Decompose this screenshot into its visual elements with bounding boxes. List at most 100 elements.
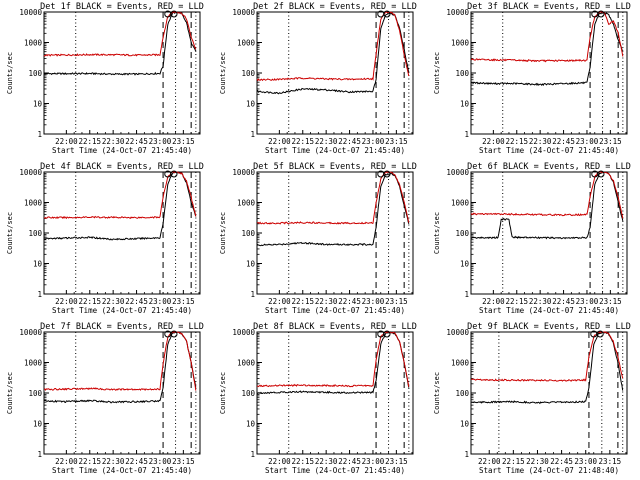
x-tick-label: 22:45 bbox=[550, 457, 573, 466]
panel-title: Det 5f BLACK = Events, RED = LLD bbox=[253, 162, 417, 172]
plot-frame bbox=[470, 171, 628, 295]
y-tick-label: 10000 bbox=[232, 168, 255, 177]
y-axis-label: Counts/sec bbox=[219, 212, 227, 254]
x-axis-label: Start Time (24-Oct-07 21:48:40) bbox=[479, 466, 619, 475]
events-series-line bbox=[471, 331, 624, 405]
y-tick-label: 10 bbox=[460, 420, 470, 429]
lld-series-line bbox=[470, 171, 624, 219]
events-series-line bbox=[470, 171, 624, 240]
peak-marker bbox=[383, 330, 391, 338]
y-axis-label: Counts/sec bbox=[433, 212, 441, 254]
x-tick-label: 22:00 bbox=[268, 137, 291, 146]
x-tick-label: 22:30 bbox=[102, 457, 125, 466]
x-tick-label: 22:30 bbox=[526, 457, 549, 466]
x-tick-label: 22:00 bbox=[268, 457, 291, 466]
x-tick-label: 23:15 bbox=[172, 297, 195, 306]
y-tick-label: 1000 bbox=[237, 39, 256, 48]
x-tick-label: 23:15 bbox=[599, 137, 622, 146]
x-tick-label: 22:45 bbox=[338, 137, 361, 146]
x-tick-label: 22:45 bbox=[125, 297, 148, 306]
lld-series-line bbox=[43, 331, 197, 391]
y-tick-label: 100 bbox=[28, 69, 42, 78]
y-tick-label: 100 bbox=[28, 389, 42, 398]
y-tick-label: 1000 bbox=[24, 199, 43, 208]
y-tick-label: 100 bbox=[455, 389, 469, 398]
y-axis-label: Counts/sec bbox=[6, 52, 14, 94]
panel-title: Det 1f BLACK = Events, RED = LLD bbox=[40, 2, 204, 12]
x-tick-label: 22:15 bbox=[78, 297, 101, 306]
x-tick-label: 22:30 bbox=[529, 297, 552, 306]
x-tick-label: 22:45 bbox=[125, 137, 148, 146]
x-tick-label: 23:00 bbox=[574, 457, 597, 466]
events-series-line bbox=[256, 12, 410, 95]
x-tick-label: 23:00 bbox=[576, 297, 599, 306]
plot-frame bbox=[470, 11, 628, 135]
peak-marker bbox=[597, 170, 605, 178]
y-tick-label: 100 bbox=[241, 229, 255, 238]
x-tick-label: 22:00 bbox=[478, 457, 501, 466]
y-tick-label: 1 bbox=[37, 450, 42, 459]
x-tick-label: 22:45 bbox=[552, 137, 575, 146]
x-tick-label: 23:00 bbox=[362, 297, 385, 306]
y-tick-label: 1 bbox=[250, 450, 255, 459]
x-tick-label: 22:00 bbox=[268, 297, 291, 306]
peak-marker bbox=[383, 170, 391, 178]
x-tick-label: 22:15 bbox=[505, 137, 528, 146]
y-tick-label: 10000 bbox=[446, 168, 469, 177]
y-tick-label: 1 bbox=[250, 290, 255, 299]
y-tick-label: 10 bbox=[460, 100, 470, 109]
y-tick-label: 10 bbox=[246, 260, 256, 269]
events-series-line bbox=[43, 171, 197, 241]
y-axis-label: Counts/sec bbox=[219, 372, 227, 414]
events-series-line bbox=[43, 331, 197, 404]
x-axis-label: Start Time (24-Oct-07 21:45:40) bbox=[52, 306, 192, 315]
y-tick-label: 1 bbox=[464, 450, 469, 459]
peak-marker bbox=[383, 10, 391, 18]
lld-series-line bbox=[43, 171, 197, 220]
y-tick-label: 1000 bbox=[451, 199, 470, 208]
y-tick-label: 1000 bbox=[24, 39, 43, 48]
x-tick-label: 23:15 bbox=[385, 137, 408, 146]
x-tick-label: 22:45 bbox=[338, 297, 361, 306]
peak-marker bbox=[170, 10, 178, 18]
y-tick-label: 1000 bbox=[451, 39, 470, 48]
x-tick-label: 23:00 bbox=[362, 137, 385, 146]
y-tick-label: 10 bbox=[33, 420, 43, 429]
x-axis-label: Start Time (24-Oct-07 21:45:40) bbox=[479, 306, 619, 315]
peak-marker bbox=[597, 10, 605, 18]
x-tick-label: 22:45 bbox=[125, 457, 148, 466]
y-axis-label: Counts/sec bbox=[6, 212, 14, 254]
x-tick-label: 22:15 bbox=[505, 297, 528, 306]
y-axis-label: Counts/sec bbox=[433, 372, 441, 414]
x-axis-label: Start Time (24-Oct-07 21:45:40) bbox=[265, 146, 405, 155]
x-tick-label: 23:15 bbox=[172, 137, 195, 146]
y-tick-label: 100 bbox=[455, 229, 469, 238]
detector-panel: Det 6f BLACK = Events, RED = LLD 1 10 100 10… bbox=[433, 162, 631, 315]
y-tick-label: 10 bbox=[33, 100, 43, 109]
events-series-line bbox=[256, 172, 410, 247]
lld-series-line bbox=[470, 11, 624, 63]
x-tick-label: 22:30 bbox=[315, 297, 338, 306]
x-tick-label: 23:00 bbox=[362, 457, 385, 466]
x-tick-label: 22:15 bbox=[291, 137, 314, 146]
peak-marker bbox=[170, 330, 178, 338]
panel-title: Det 4f BLACK = Events, RED = LLD bbox=[40, 162, 204, 172]
x-tick-label: 22:30 bbox=[315, 137, 338, 146]
y-tick-label: 1 bbox=[37, 130, 42, 139]
plot-frame bbox=[43, 331, 201, 455]
plot-frame bbox=[256, 171, 414, 295]
x-tick-label: 23:00 bbox=[149, 297, 172, 306]
x-tick-label: 22:45 bbox=[338, 457, 361, 466]
y-tick-label: 1000 bbox=[451, 359, 470, 368]
x-tick-label: 22:00 bbox=[55, 297, 78, 306]
y-tick-label: 10 bbox=[246, 420, 256, 429]
y-tick-label: 1 bbox=[37, 290, 42, 299]
plot-frame bbox=[470, 331, 628, 455]
lld-series-line bbox=[257, 171, 410, 225]
y-tick-label: 1000 bbox=[237, 359, 256, 368]
y-axis-label: Counts/sec bbox=[6, 372, 14, 414]
y-tick-label: 10 bbox=[460, 260, 470, 269]
x-tick-label: 23:00 bbox=[149, 137, 172, 146]
x-tick-label: 23:15 bbox=[385, 457, 408, 466]
x-tick-label: 23:15 bbox=[385, 297, 408, 306]
